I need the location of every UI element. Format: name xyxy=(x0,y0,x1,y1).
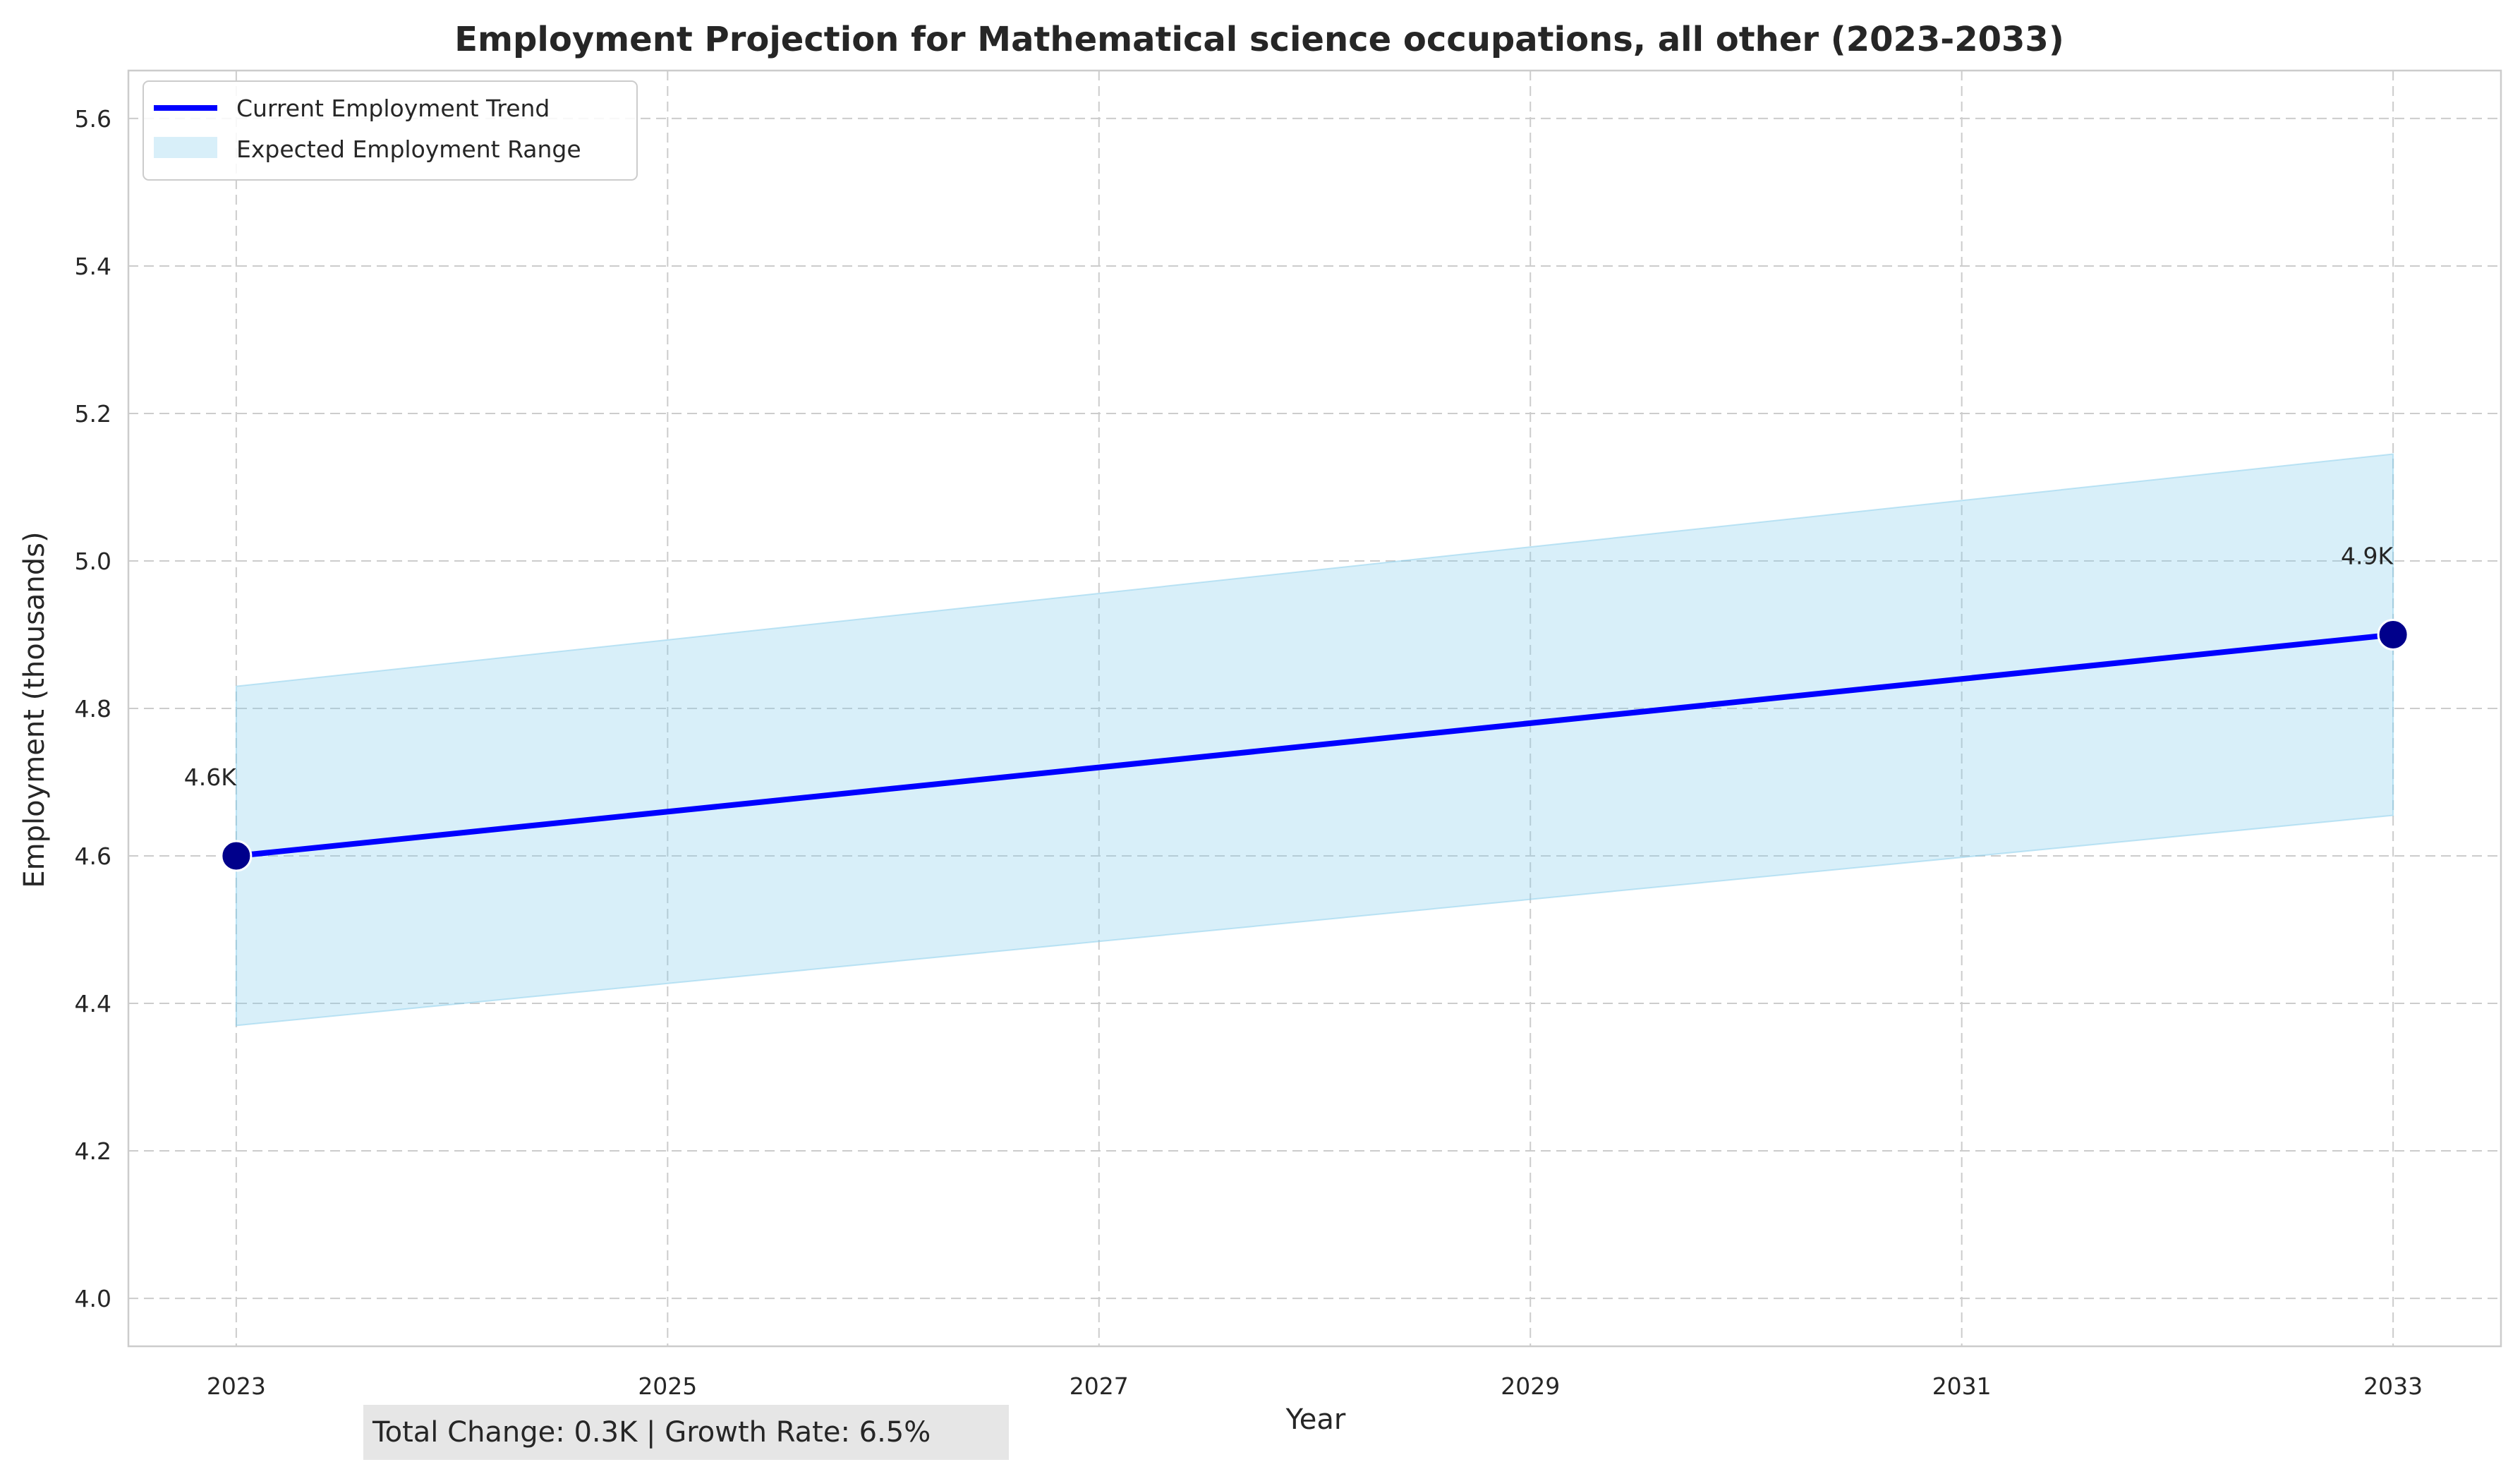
current-trend-line xyxy=(233,632,2397,859)
plot-border xyxy=(127,69,2502,1348)
x-tick-label: 2027 xyxy=(1070,1372,1129,1400)
y-tick-labels: 4.0 4.2 4.4 4.6 4.8 5.0 5.2 5.4 5.6 xyxy=(75,105,111,1312)
y-tick-label: 5.4 xyxy=(75,253,111,280)
expected-range-band xyxy=(235,453,2394,1027)
legend-band-swatch xyxy=(154,137,217,158)
x-tick-label: 2033 xyxy=(2363,1372,2423,1400)
y-tick-label: 5.6 xyxy=(75,105,111,133)
data-point-marker xyxy=(2377,618,2409,651)
y-tick-label: 5.0 xyxy=(75,548,111,575)
trend-line-layer xyxy=(233,632,2397,859)
legend: Current Employment Trend Expected Employ… xyxy=(143,80,638,181)
expected-range-area xyxy=(235,453,2394,1027)
data-label-layer: 4.6K 4.9K xyxy=(184,542,2394,791)
legend-entry-trend: Current Employment Trend xyxy=(236,95,550,122)
data-label: 4.6K xyxy=(184,763,237,791)
chart-title: Employment Projection for Mathematical s… xyxy=(454,20,2064,59)
data-point-marker xyxy=(220,840,253,872)
y-tick-label: 4.6 xyxy=(75,842,111,870)
x-tick-labels: 2023 2025 2027 2029 2031 2033 xyxy=(207,1372,2423,1400)
x-tick-label: 2029 xyxy=(1501,1372,1560,1400)
y-tick-label: 5.2 xyxy=(75,400,111,428)
y-tick-label: 4.2 xyxy=(75,1137,111,1165)
legend-entry-range: Expected Employment Range xyxy=(236,135,581,163)
plot-frame xyxy=(127,69,2502,1348)
x-axis-label: Year xyxy=(1285,1403,1346,1436)
y-tick-label: 4.0 xyxy=(75,1285,111,1312)
y-axis-label: Employment (thousands) xyxy=(18,531,51,888)
marker-layer xyxy=(220,618,2409,872)
summary-footer: Total Change: 0.3K | Growth Rate: 6.5% xyxy=(363,1405,1009,1460)
x-tick-label: 2031 xyxy=(1932,1372,1992,1400)
data-label: 4.9K xyxy=(2341,542,2394,569)
legend-box xyxy=(143,80,638,181)
x-tick-label: 2025 xyxy=(638,1372,697,1400)
summary-text: Total Change: 0.3K | Growth Rate: 6.5% xyxy=(372,1416,931,1449)
summary-box xyxy=(363,1405,1009,1460)
y-tick-label: 4.8 xyxy=(75,695,111,723)
x-tick-label: 2023 xyxy=(207,1372,266,1400)
y-tick-label: 4.4 xyxy=(75,990,111,1017)
